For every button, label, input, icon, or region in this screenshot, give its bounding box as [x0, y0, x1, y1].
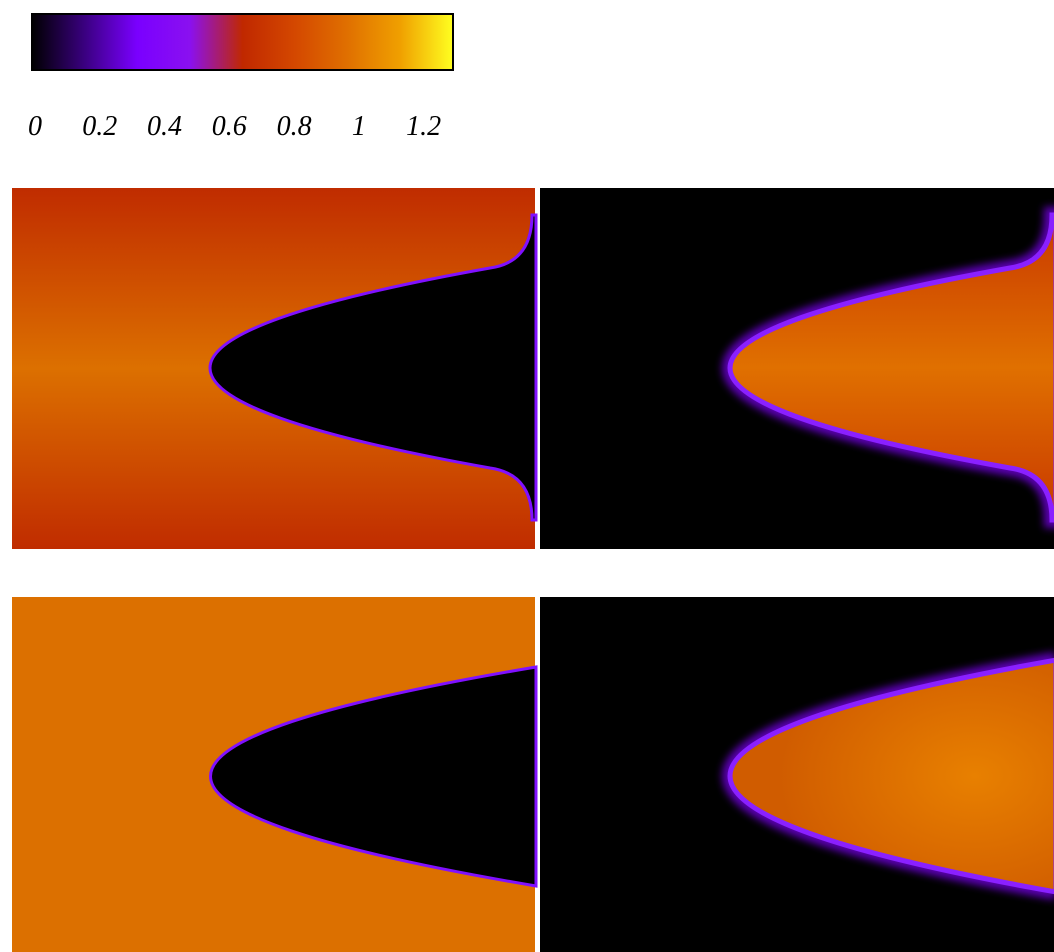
front-region [208, 213, 538, 522]
colorbar [31, 13, 454, 71]
front-region [209, 665, 538, 888]
panel-top-left [12, 188, 538, 549]
tick-label: 0 [28, 111, 42, 142]
front-region [727, 212, 1054, 523]
tick-label: 0.4 [147, 111, 182, 142]
tick-label: 1.2 [406, 111, 441, 142]
tick-label: 1 [352, 111, 366, 142]
tick-label: 0.6 [212, 111, 247, 142]
panel-top-right [540, 188, 1054, 549]
tick-label: 0.2 [82, 111, 117, 142]
front-region [727, 657, 1054, 895]
panel-bottom-right [540, 597, 1054, 952]
tick-label: 0.8 [277, 111, 312, 142]
panel-bottom-left [12, 597, 538, 952]
